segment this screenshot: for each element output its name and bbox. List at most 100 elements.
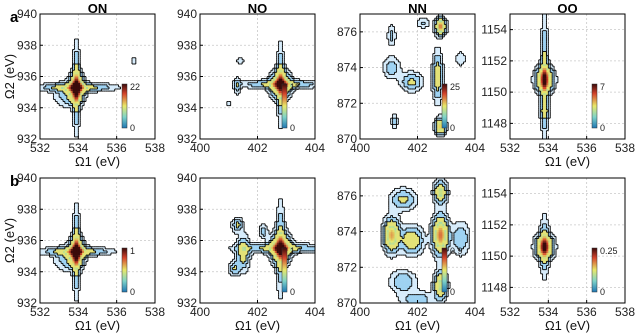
contour-cell: [49, 89, 52, 92]
contour-cell: [74, 282, 77, 285]
contour-cell: [554, 78, 557, 81]
contour-cell: [84, 89, 87, 92]
contour-cell: [415, 78, 418, 81]
contour-cell: [74, 99, 77, 102]
contour-cell: [284, 74, 287, 77]
contour-cell: [274, 250, 277, 254]
contour-cell: [272, 82, 276, 86]
contour-cell: [64, 269, 68, 273]
contour-cell: [436, 53, 439, 56]
contour-cell: [80, 84, 83, 88]
x-tick-label: 400: [190, 141, 210, 155]
contour-cell: [74, 122, 77, 125]
contour-cell: [436, 36, 439, 40]
y-tick-label: 936: [17, 70, 37, 84]
contour-cell: [78, 78, 81, 81]
contour-cell: [440, 64, 443, 67]
contour-cell: [434, 82, 437, 86]
contour-cell: [263, 78, 266, 81]
contour-cell: [40, 89, 43, 92]
contour-cell: [550, 80, 553, 84]
contour-cell: [409, 84, 413, 88]
contour-cell: [280, 109, 283, 113]
contour-cell: [236, 253, 239, 256]
contour-cell: [307, 86, 310, 90]
contour-cell: [70, 273, 73, 277]
contour-cell: [78, 103, 81, 106]
contour-cell: [68, 78, 71, 81]
contour-cell: [64, 84, 68, 88]
contour-cell: [68, 265, 71, 268]
contour-cell: [269, 95, 272, 98]
contour-cell: [261, 230, 264, 233]
contour-cell: [388, 41, 391, 44]
contour-cell: [390, 41, 393, 44]
contour-cell: [432, 64, 436, 67]
contour-cell: [421, 78, 424, 81]
contour-cell: [270, 97, 274, 100]
contour-cell: [249, 244, 253, 248]
contour-cell: [82, 86, 85, 90]
contour-cell: [461, 55, 464, 59]
contour-cell: [78, 97, 81, 100]
contour-cell: [280, 57, 283, 61]
contour-cell: [444, 132, 447, 136]
contour-cell: [388, 61, 391, 65]
contour-cell: [280, 95, 283, 98]
contour-cell: [242, 225, 245, 229]
contour-cell: [398, 66, 401, 69]
contour-cell: [540, 89, 543, 92]
contour-cell: [272, 89, 276, 92]
contour-cell: [78, 280, 81, 283]
contour-cell: [74, 228, 77, 231]
contour-cell: [255, 248, 258, 252]
contour-cell: [47, 89, 50, 92]
contour-cell: [238, 273, 241, 277]
contour-cell: [384, 70, 388, 73]
contour-cell: [407, 74, 411, 77]
contour-cell: [436, 120, 439, 123]
contour-cell: [244, 267, 247, 270]
contour-cell: [548, 103, 551, 106]
contour-cell: [74, 130, 77, 134]
contour-cell: [251, 242, 254, 245]
contour-cell: [546, 111, 549, 115]
contour-cell: [244, 259, 247, 262]
contour-cell: [269, 80, 272, 84]
contour-cell: [286, 78, 289, 81]
contour-cell: [278, 53, 281, 56]
contour-cell: [280, 51, 283, 54]
contour-cell: [246, 265, 249, 268]
contour-cell: [234, 271, 237, 275]
contour-cell: [280, 105, 283, 109]
contour-cell: [276, 80, 279, 84]
x-tick-label: 538: [145, 141, 165, 155]
contour-cell: [542, 99, 545, 102]
contour-cell: [72, 234, 75, 237]
contour-cell: [272, 240, 276, 243]
contour-cell: [244, 253, 247, 256]
contour-cell: [436, 116, 439, 119]
contour-cell: [63, 91, 66, 94]
contour-cell: [261, 232, 264, 235]
contour-cell: [55, 250, 58, 254]
contour-cell: [390, 122, 393, 125]
contour-cell: [64, 250, 68, 254]
contour-cell: [242, 223, 245, 227]
contour-cell: [434, 84, 437, 88]
contour-cell: [70, 80, 73, 84]
contour-cell: [299, 84, 302, 88]
contour-cell: [536, 64, 540, 67]
contour-cell: [76, 132, 79, 136]
contour-cell: [244, 236, 247, 239]
contour-cell: [74, 80, 77, 84]
y-tick-label: 1154: [481, 23, 507, 37]
contour-cell: [74, 217, 77, 220]
contour-cell: [434, 103, 437, 106]
contour-cell: [76, 80, 79, 84]
contour-cell: [542, 61, 545, 65]
contour-cell: [278, 101, 281, 104]
contour-cell: [261, 250, 264, 254]
contour-cell: [386, 72, 390, 75]
contour-cell: [269, 84, 272, 88]
